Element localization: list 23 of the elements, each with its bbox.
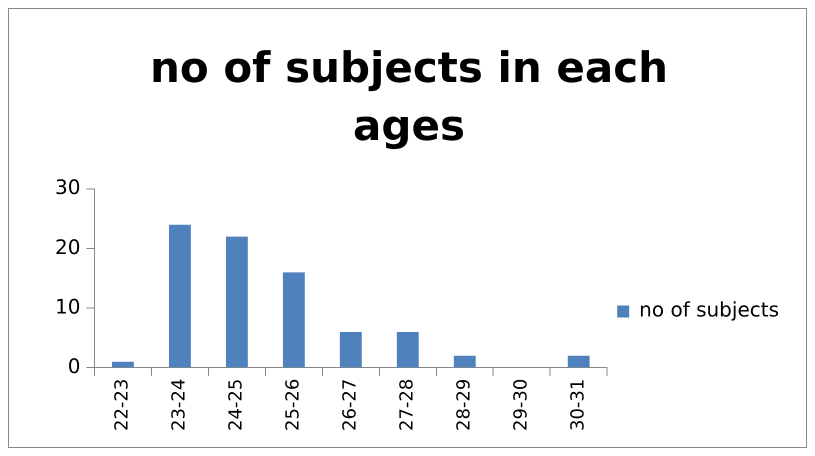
x-tick-label: 30-31	[567, 378, 588, 432]
chart-title: no of subjects in each ages	[148, 42, 670, 152]
bar	[340, 332, 362, 368]
x-tick-label: 24-25	[226, 378, 247, 432]
x-tick-label: 25-26	[282, 378, 304, 432]
bar	[282, 272, 305, 368]
y-tick-label: 10	[54, 294, 80, 318]
bar	[568, 356, 590, 368]
bar	[396, 332, 419, 368]
x-tick-label: 28-29	[453, 378, 474, 432]
legend-label: no of subjects	[639, 298, 780, 322]
x-tick-label: 22-23	[112, 378, 133, 432]
y-tick-label: 20	[54, 234, 80, 259]
x-tick-label: 23-24	[168, 378, 190, 432]
y-tick-label: 30	[54, 175, 80, 200]
bar	[168, 224, 191, 368]
y-tick-label: 0	[68, 354, 80, 378]
x-tick-label: 27-28	[396, 378, 418, 432]
x-tick-label: 29-30	[510, 378, 532, 432]
bar	[112, 362, 134, 368]
x-tick-label: 26-27	[339, 378, 360, 432]
bar	[454, 356, 476, 368]
bar	[226, 236, 248, 368]
